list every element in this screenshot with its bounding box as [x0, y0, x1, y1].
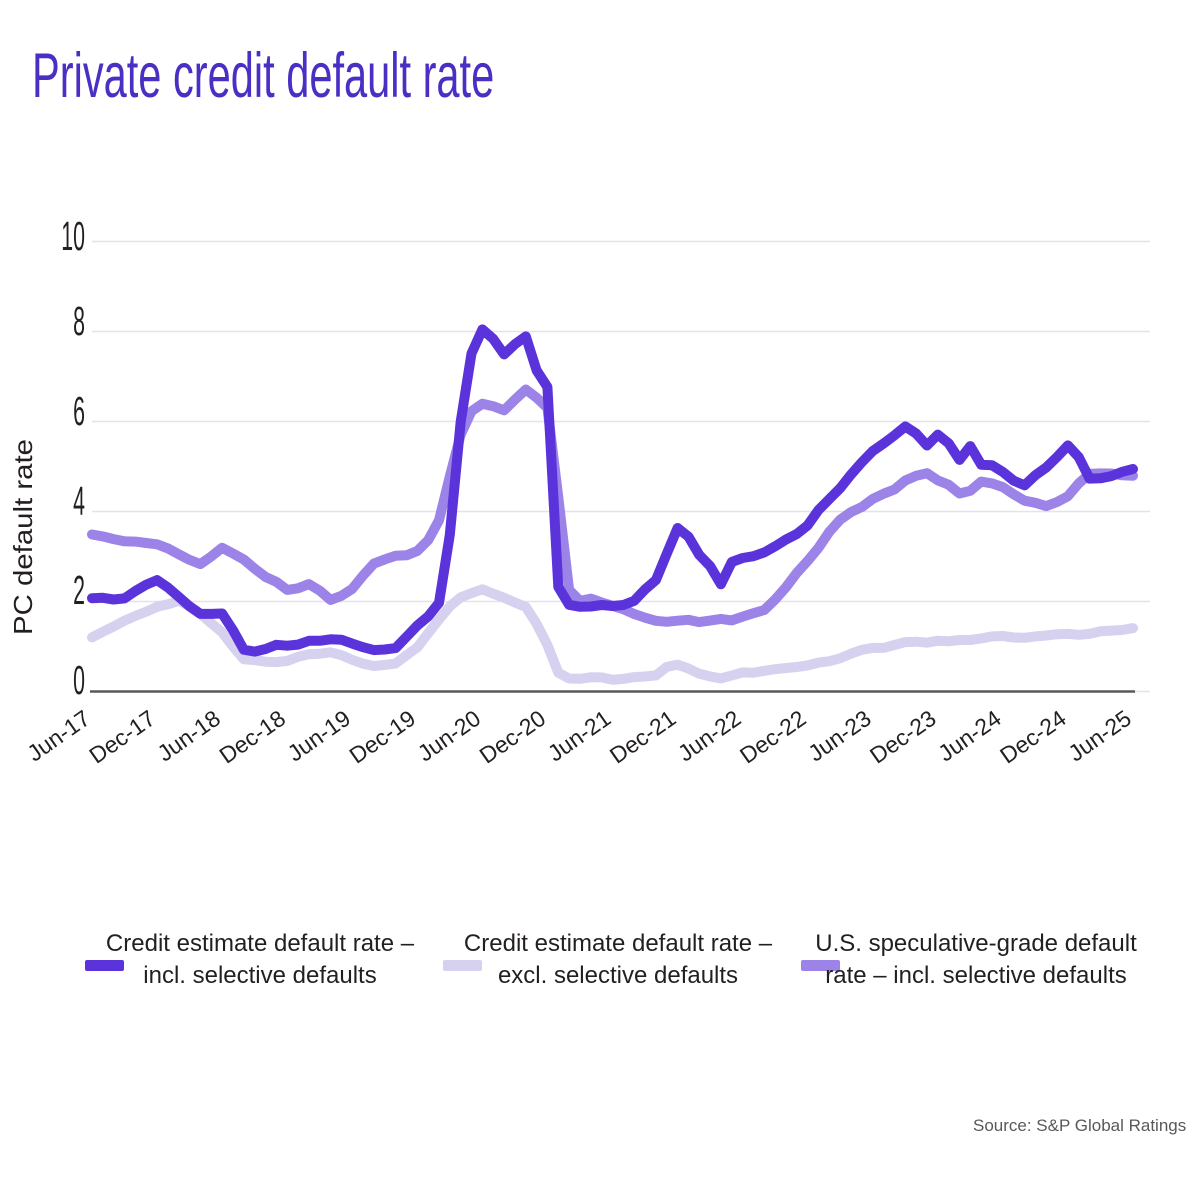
svg-text:6: 6 — [73, 387, 85, 433]
svg-text:10: 10 — [61, 212, 85, 258]
svg-text:Jun-25: Jun-25 — [1063, 705, 1136, 767]
svg-text:Jun-22: Jun-22 — [673, 705, 746, 767]
svg-text:Dec-21: Dec-21 — [605, 705, 681, 769]
svg-text:4: 4 — [73, 477, 85, 523]
svg-text:Jun-21: Jun-21 — [543, 705, 616, 767]
svg-text:Jun-18: Jun-18 — [152, 705, 225, 767]
svg-text:Dec-17: Dec-17 — [84, 705, 160, 769]
svg-text:Dec-19: Dec-19 — [345, 705, 421, 769]
svg-text:Dec-22: Dec-22 — [735, 705, 811, 769]
svg-text:0: 0 — [73, 656, 85, 702]
svg-text:Dec-24: Dec-24 — [995, 705, 1071, 769]
svg-text:Dec-20: Dec-20 — [475, 705, 551, 769]
svg-text:Jun-20: Jun-20 — [413, 705, 486, 767]
svg-text:Dec-23: Dec-23 — [865, 705, 941, 769]
svg-text:8: 8 — [73, 297, 85, 343]
svg-text:Jun-23: Jun-23 — [803, 705, 876, 767]
svg-text:Dec-18: Dec-18 — [214, 705, 290, 769]
svg-text:2: 2 — [73, 566, 85, 612]
svg-text:Jun-24: Jun-24 — [933, 705, 1006, 767]
svg-text:Jun-19: Jun-19 — [283, 705, 356, 767]
svg-text:Jun-17: Jun-17 — [22, 705, 95, 767]
